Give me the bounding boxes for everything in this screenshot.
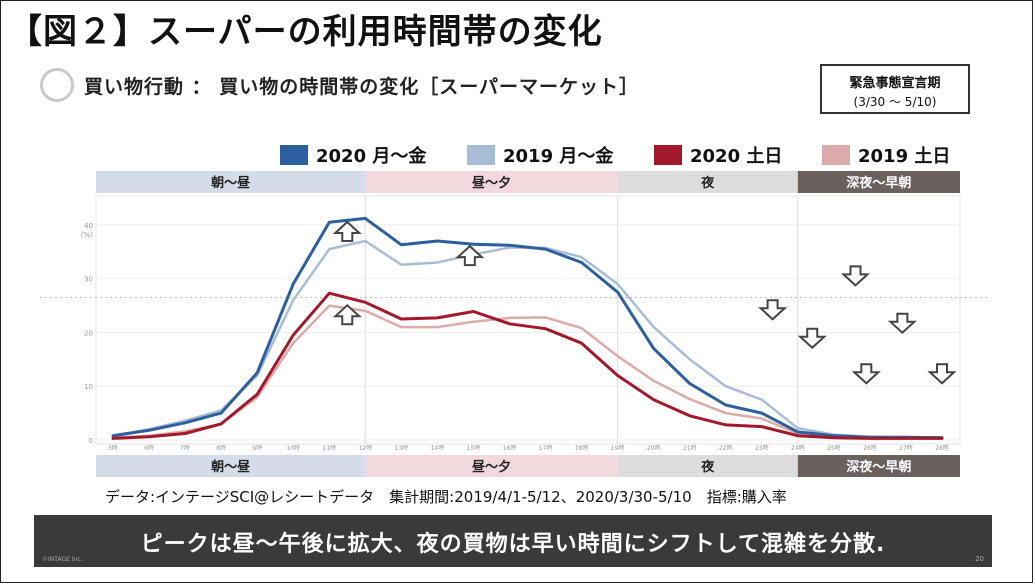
series-line-3	[111, 304, 944, 440]
legend-swatch	[654, 145, 682, 165]
legend-item-2020-weekend: 2020 土日	[654, 143, 782, 167]
x-tick-label: 8時	[216, 444, 226, 452]
copyright-text: ©INTAGE Inc.	[42, 556, 83, 563]
arrow-down-icon	[851, 363, 881, 385]
x-tick-label: 11時	[322, 444, 336, 452]
arrow-down-icon	[927, 363, 957, 385]
arrow-up-icon	[455, 244, 485, 267]
time-band-label-bottom: 深夜～早朝	[846, 459, 911, 475]
arrow-down-icon	[887, 312, 917, 335]
time-band-bottom	[617, 455, 798, 477]
legend-label: 2020 土日	[690, 146, 783, 167]
time-band-label-bottom: 朝～昼	[211, 459, 250, 475]
figure-title: 【図２】スーパーの利用時間帯の変化	[8, 12, 603, 52]
time-band-label-bottom: 夜	[700, 459, 715, 475]
page-number: 20	[975, 555, 984, 563]
legend-label: 2020 月～金	[316, 146, 427, 167]
x-tick-label: 20時	[647, 444, 661, 452]
x-tick-label: 24時	[791, 444, 805, 452]
x-tick-label: 27時	[899, 444, 913, 452]
time-band-label-top: 朝～昼	[211, 175, 250, 191]
time-band-top	[365, 171, 618, 193]
plot-area	[95, 195, 961, 445]
series-line-2	[111, 291, 944, 440]
y-tick-label: 40	[84, 222, 93, 230]
legend-item-2019-weekday: 2019 月～金	[467, 143, 613, 167]
x-tick-label: 23時	[755, 444, 769, 452]
x-tick-label: 13時	[395, 444, 409, 452]
x-tick-label: 15時	[467, 444, 481, 452]
time-band-bottom	[96, 455, 366, 477]
x-tick-label: 14時	[431, 444, 445, 452]
y-tick-label: 10	[84, 383, 93, 391]
arrow-down-icon	[840, 265, 871, 287]
arrow-down-icon	[797, 327, 827, 350]
emergency-period-badge: 緊急事態宣言期 (3/30 ～ 5/10)	[820, 64, 970, 114]
x-tick-label: 16時	[503, 444, 517, 452]
time-band-bottom	[365, 455, 618, 477]
x-tick-label: 6時	[144, 444, 154, 452]
arrow-up-icon	[332, 220, 362, 242]
badge-dates: (3/30 ～ 5/10)	[853, 95, 937, 109]
time-band-label-bottom: 昼～夕	[472, 459, 511, 475]
time-band-top	[617, 171, 798, 193]
slide-subtitle: 買い物行動 ： 買い物の時間帯の変化［スーパーマーケット］	[84, 76, 640, 98]
time-band-bottom	[797, 455, 960, 477]
x-tick-label: 10時	[286, 444, 300, 452]
arrow-up-icon	[332, 303, 362, 326]
x-tick-label: 5時	[108, 444, 118, 452]
x-tick-label: 28時	[935, 444, 949, 452]
time-band-top	[96, 171, 366, 193]
summary-banner-text: ピークは昼～午後に拡大、夜の買物は早い時間にシフトして混雑を分散.	[140, 532, 886, 557]
y-tick-label: 0	[89, 437, 93, 445]
badge-title: 緊急事態宣言期	[849, 76, 941, 91]
legend-item-2019-weekend: 2019 土日	[822, 143, 950, 167]
x-tick-label: 21時	[683, 444, 697, 452]
time-band-top	[797, 171, 960, 193]
time-band-label-top: 昼～夕	[472, 175, 511, 191]
legend-swatch	[280, 145, 308, 165]
x-tick-label: 12時	[358, 444, 372, 452]
arrow-down-icon	[758, 299, 788, 321]
x-tick-label: 17時	[539, 444, 553, 452]
summary-banner: ピークは昼～午後に拡大、夜の買物は早い時間にシフトして混雑を分散. ©INTAG…	[34, 515, 992, 567]
time-band-label-top: 深夜～早朝	[846, 175, 911, 191]
legend-item-2020-weekday: 2020 月～金	[280, 143, 426, 167]
y-axis-unit: (%)	[81, 231, 93, 239]
y-tick-label: 20	[84, 329, 93, 337]
y-tick-label: 30	[84, 276, 93, 284]
x-tick-label: 7時	[180, 444, 190, 452]
x-tick-label: 26時	[863, 444, 877, 452]
x-tick-label: 9時	[252, 444, 262, 452]
legend-swatch	[467, 145, 495, 165]
x-tick-label: 19時	[611, 444, 625, 452]
x-tick-label: 22時	[719, 444, 733, 452]
x-tick-label: 18時	[575, 444, 589, 452]
time-band-label-top: 夜	[700, 175, 715, 191]
legend-label: 2019 土日	[858, 146, 951, 167]
legend-swatch	[822, 145, 850, 165]
circle-icon	[40, 68, 74, 102]
legend-label: 2019 月～金	[503, 146, 614, 167]
series-line-0	[111, 216, 944, 440]
x-tick-label: 25時	[827, 444, 841, 452]
data-source-note: データ:インテージSCI@レシートデータ 集計期間:2019/4/1-5/12、…	[105, 488, 787, 506]
